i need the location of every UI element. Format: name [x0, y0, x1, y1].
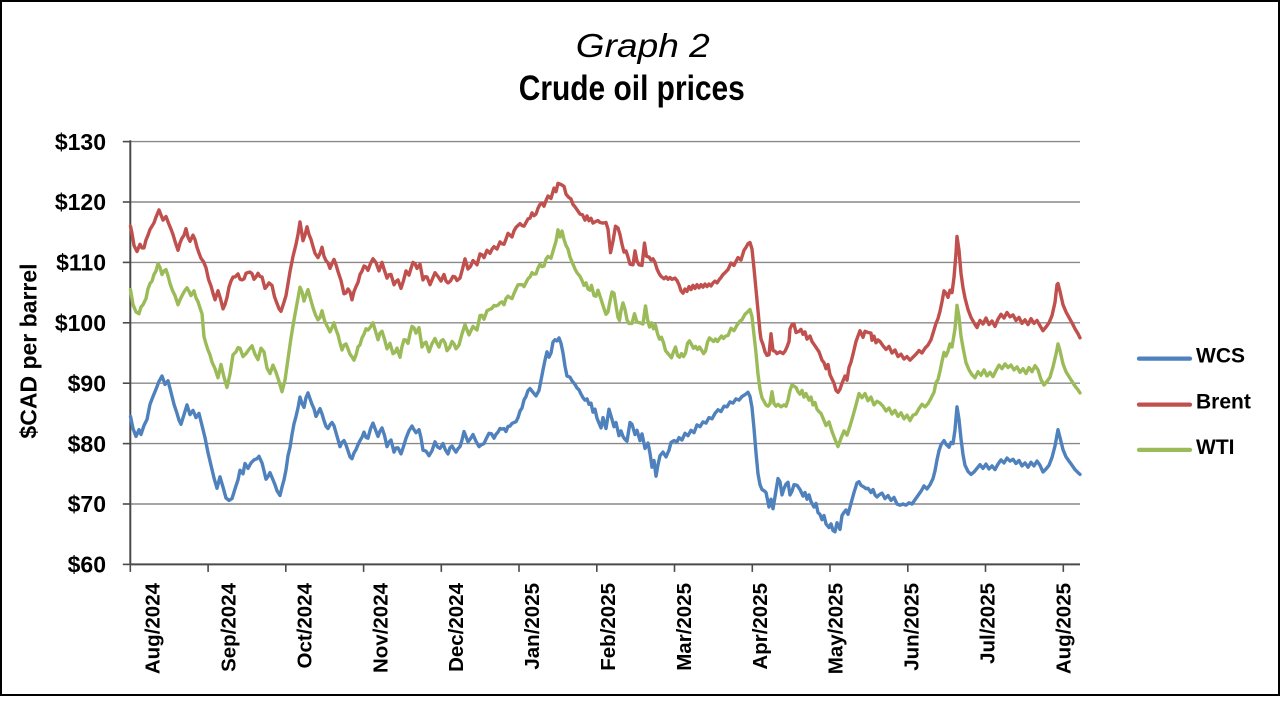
svg-text:Crude oil prices: Crude oil prices	[519, 69, 745, 108]
svg-text:Aug/2025: Aug/2025	[1053, 583, 1076, 674]
svg-text:$90: $90	[68, 370, 106, 396]
svg-text:$CAD per barrel: $CAD per barrel	[16, 263, 42, 438]
svg-text:Nov/2024: Nov/2024	[369, 582, 392, 673]
svg-text:$100: $100	[55, 310, 106, 336]
svg-text:Jul/2025: Jul/2025	[977, 583, 1000, 664]
svg-text:Graph 2: Graph 2	[576, 27, 710, 64]
svg-text:$70: $70	[68, 491, 106, 517]
svg-text:Aug/2024: Aug/2024	[142, 582, 165, 674]
svg-text:$60: $60	[68, 552, 106, 578]
svg-text:$110: $110	[56, 250, 106, 276]
svg-text:Mar/2025: Mar/2025	[673, 583, 696, 671]
svg-text:May/2025: May/2025	[825, 583, 848, 674]
svg-text:Feb/2025: Feb/2025	[597, 583, 620, 671]
svg-text:Jun/2025: Jun/2025	[901, 583, 924, 671]
svg-text:$80: $80	[68, 431, 106, 457]
svg-text:Brent: Brent	[1196, 391, 1251, 414]
svg-text:Dec/2024: Dec/2024	[445, 582, 468, 672]
svg-text:WTI: WTI	[1196, 436, 1234, 459]
svg-text:Sep/2024: Sep/2024	[217, 582, 240, 671]
svg-text:$120: $120	[55, 189, 106, 215]
svg-text:Jan/2025: Jan/2025	[521, 583, 544, 670]
svg-text:WCS: WCS	[1196, 345, 1245, 368]
svg-text:Oct/2024: Oct/2024	[293, 582, 316, 668]
svg-text:$130: $130	[55, 129, 106, 155]
svg-text:Apr/2025: Apr/2025	[749, 583, 772, 670]
